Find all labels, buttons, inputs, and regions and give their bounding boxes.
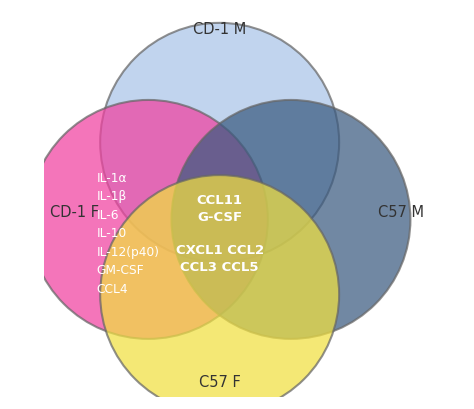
Text: IL-6: IL-6: [96, 208, 119, 221]
Text: C57 F: C57 F: [199, 374, 240, 389]
Circle shape: [100, 24, 339, 262]
Text: CCL11: CCL11: [197, 193, 243, 207]
Text: IL-10: IL-10: [96, 227, 127, 239]
Text: IL-1β: IL-1β: [96, 189, 127, 202]
Text: GM-CSF: GM-CSF: [96, 263, 144, 276]
Text: G-CSF: G-CSF: [197, 210, 242, 223]
Text: CCL3 CCL5: CCL3 CCL5: [181, 260, 259, 273]
Text: CD-1 F: CD-1 F: [50, 205, 99, 220]
Circle shape: [172, 101, 410, 339]
Text: C57 M: C57 M: [378, 205, 424, 220]
Text: CD-1 M: CD-1 M: [193, 22, 246, 37]
Text: IL-1α: IL-1α: [96, 171, 127, 184]
Circle shape: [29, 101, 268, 339]
Circle shape: [100, 176, 339, 409]
Text: CCL4: CCL4: [96, 282, 128, 295]
Text: IL-12(p40): IL-12(p40): [96, 245, 159, 258]
Text: CXCL1 CCL2: CXCL1 CCL2: [175, 243, 264, 256]
